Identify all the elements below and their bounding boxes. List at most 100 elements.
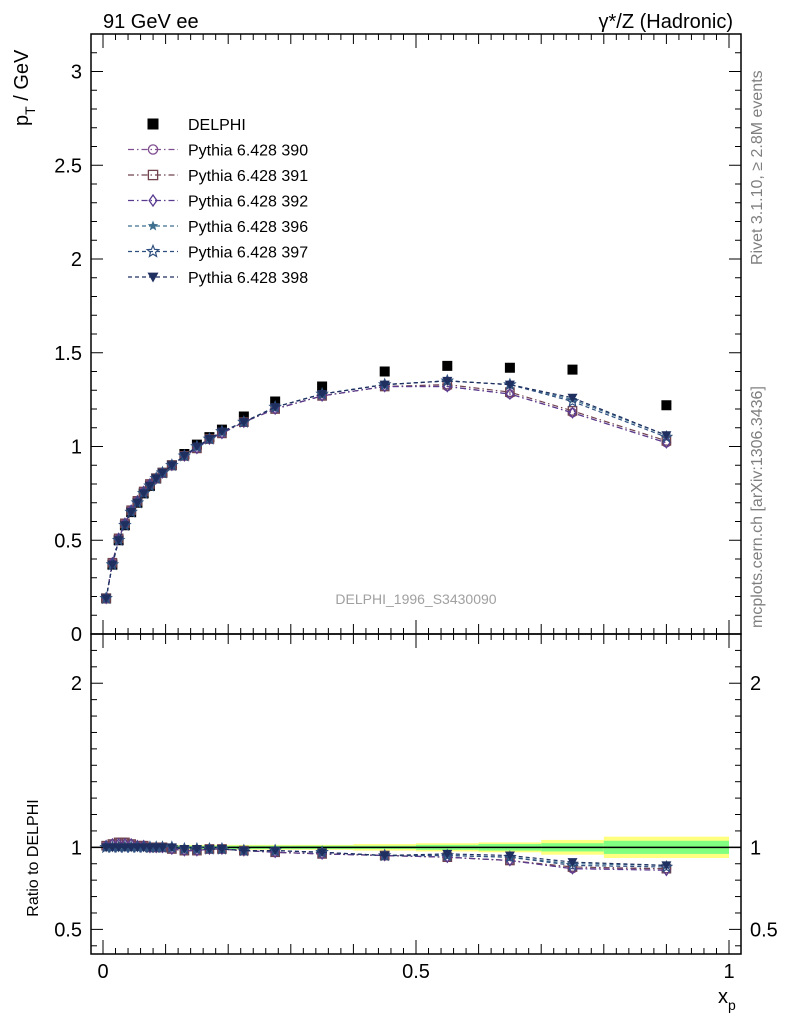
data-point-marker (270, 403, 281, 413)
y-tick-label: 0.5 (54, 919, 82, 941)
data-point-marker (147, 169, 159, 181)
data-point-marker (442, 360, 453, 371)
data-point-marker (216, 427, 227, 437)
data-point-marker (567, 858, 578, 868)
legend-label: Pythia 6.428 390 (188, 143, 308, 160)
data-point-marker (204, 435, 215, 444)
ratio-frame (90, 633, 742, 955)
data-point-marker (147, 118, 159, 130)
header-left-label: 91 GeV ee (103, 11, 199, 33)
data-point-marker (148, 193, 158, 208)
data-point-marker (379, 851, 390, 861)
data-point-marker (270, 846, 281, 856)
main-panel: 0 0.5 1 1.5 2 2.5 3 (54, 33, 742, 646)
data-point-marker (126, 508, 137, 518)
series-1 (101, 381, 672, 604)
data-point-marker (157, 843, 168, 853)
data-point-marker (379, 380, 390, 390)
data-point-marker (147, 144, 159, 155)
data-point-marker (151, 843, 162, 853)
y-tick-label: 1 (71, 437, 82, 459)
y-tick-label: 3 (71, 62, 82, 84)
data-point-marker (126, 843, 137, 853)
legend-entry: Pythia 6.428 392 (128, 194, 308, 211)
data-point-marker (119, 843, 130, 853)
data-point-marker (166, 843, 177, 853)
ratio-y-axis-label: Ratio to DELPHI (25, 799, 42, 916)
x-tick-label: 0 (97, 961, 108, 983)
series-5 (99, 373, 674, 605)
data-point-marker (119, 521, 130, 531)
series-2 (101, 379, 672, 604)
data-point-marker (442, 376, 453, 386)
data-point-marker (505, 387, 515, 401)
x-tick-label: 1 (723, 961, 734, 983)
legend-entry: Pythia 6.428 396 (128, 219, 308, 236)
data-point-marker (504, 362, 515, 373)
data-point-marker (132, 498, 143, 508)
data-point-marker (151, 474, 162, 484)
data-point-marker (166, 461, 177, 471)
data-point-marker (238, 418, 249, 428)
legend-label: Pythia 6.428 396 (188, 219, 308, 236)
data-point-marker (317, 390, 328, 399)
data-point-marker (661, 861, 672, 871)
data-point-marker (567, 364, 578, 375)
series-line (105, 385, 667, 599)
legend-label: Pythia 6.428 397 (188, 245, 308, 262)
data-point-marker (317, 381, 328, 392)
main-y-axis-label: pT / GeV (11, 49, 38, 126)
mcplots-label: mcplots.cern.ch [arXiv:1306.3436] (749, 386, 766, 628)
data-point-marker (107, 843, 118, 853)
data-point-marker (101, 594, 112, 604)
data-point-marker (191, 844, 202, 854)
data-point-marker (504, 851, 515, 861)
data-point-marker (568, 406, 577, 419)
data-point-marker (113, 536, 124, 546)
legend-entry: Pythia 6.428 398 (128, 270, 308, 287)
legend-entry: Pythia 6.428 391 (128, 168, 308, 185)
y-tick-label: 2.5 (54, 155, 82, 177)
legend: DELPHI Pythia 6.428 390 Pythia 6.428 391 Py… (128, 117, 308, 287)
data-point-marker (567, 393, 578, 403)
data-point-marker (138, 843, 149, 853)
y-tick-label-right: 1 (750, 837, 761, 859)
series-3 (101, 380, 671, 605)
data-point-marker (442, 849, 453, 859)
y-tick-label: 1.5 (54, 343, 82, 365)
data-point-marker (317, 848, 328, 858)
header-right-label: γ*/Z (Hadronic) (599, 11, 733, 33)
data-point-marker (113, 843, 124, 853)
ratio-series-5 (101, 843, 672, 871)
legend-label: Pythia 6.428 391 (188, 168, 308, 185)
series-line (105, 383, 667, 599)
data-point-marker (138, 489, 149, 499)
rivet-version-label: Rivet 3.1.10, ≥ 2.8M events (749, 70, 766, 265)
data-point-marker (144, 843, 155, 853)
x-axis-label: xp (718, 986, 736, 1013)
y-tick-label-right: 0.5 (750, 919, 778, 941)
data-point-marker (661, 400, 672, 411)
legend-label: DELPHI (188, 117, 246, 134)
data-point-marker (157, 468, 168, 478)
legend-entry: Pythia 6.428 390 (128, 143, 308, 160)
data-point-marker (379, 366, 390, 377)
data-point-marker (179, 844, 190, 854)
data-point-marker (147, 220, 159, 231)
x-tick-label: 0.5 (402, 961, 430, 983)
y-tick-label: 0 (71, 624, 82, 646)
analysis-watermark: DELPHI_1996_S3430090 (335, 591, 496, 607)
data-point-marker (179, 451, 190, 461)
y-tick-label: 2 (71, 249, 82, 271)
data-point-marker (144, 481, 155, 491)
data-point-marker (204, 844, 215, 854)
y-tick-label: 0.5 (54, 530, 82, 552)
data-point-marker (147, 272, 159, 283)
legend-label: Pythia 6.428 398 (188, 270, 308, 287)
data-point-marker (101, 843, 112, 853)
series-6 (101, 376, 672, 604)
data-point-marker (504, 380, 515, 390)
y-tick-label-right: 2 (750, 673, 761, 695)
data-point-marker (238, 846, 249, 856)
